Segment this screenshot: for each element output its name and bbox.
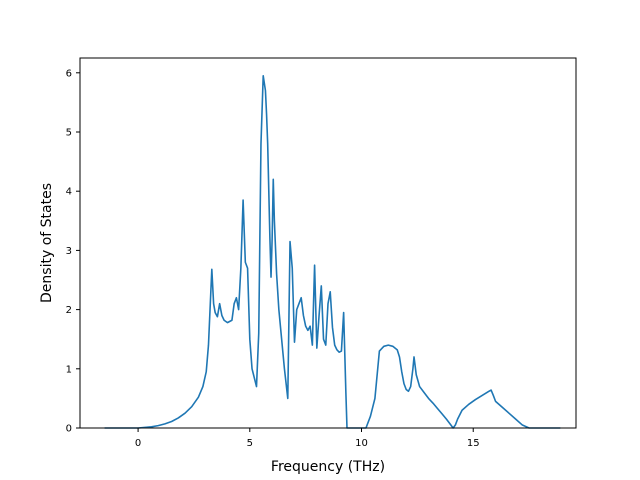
plot-area xyxy=(80,58,576,428)
y-tick-label: 5 xyxy=(66,128,72,139)
axes-background xyxy=(80,58,576,428)
y-tick-label: 2 xyxy=(66,305,72,316)
x-tick-label: 5 xyxy=(247,438,253,449)
y-tick-label: 4 xyxy=(66,187,72,198)
x-tick-label: 0 xyxy=(135,438,141,449)
y-tick-label: 6 xyxy=(66,68,72,79)
y-tick-label: 0 xyxy=(66,424,72,435)
x-tick-label: 10 xyxy=(355,438,368,449)
axes-frame xyxy=(79,57,577,429)
y-axis-ticks: 0 1 2 3 4 5 6 xyxy=(66,68,80,435)
y-tick-label: 3 xyxy=(66,246,72,257)
y-tick-label: 1 xyxy=(66,364,72,375)
y-axis-label: Density of States xyxy=(39,183,55,303)
series-layer xyxy=(104,74,561,429)
x-tick-label: 15 xyxy=(467,438,480,449)
x-axis-label: Frequency (THz) xyxy=(271,459,385,475)
x-axis-ticks: 0 5 10 15 xyxy=(135,428,480,449)
series-line-0 xyxy=(104,74,561,429)
